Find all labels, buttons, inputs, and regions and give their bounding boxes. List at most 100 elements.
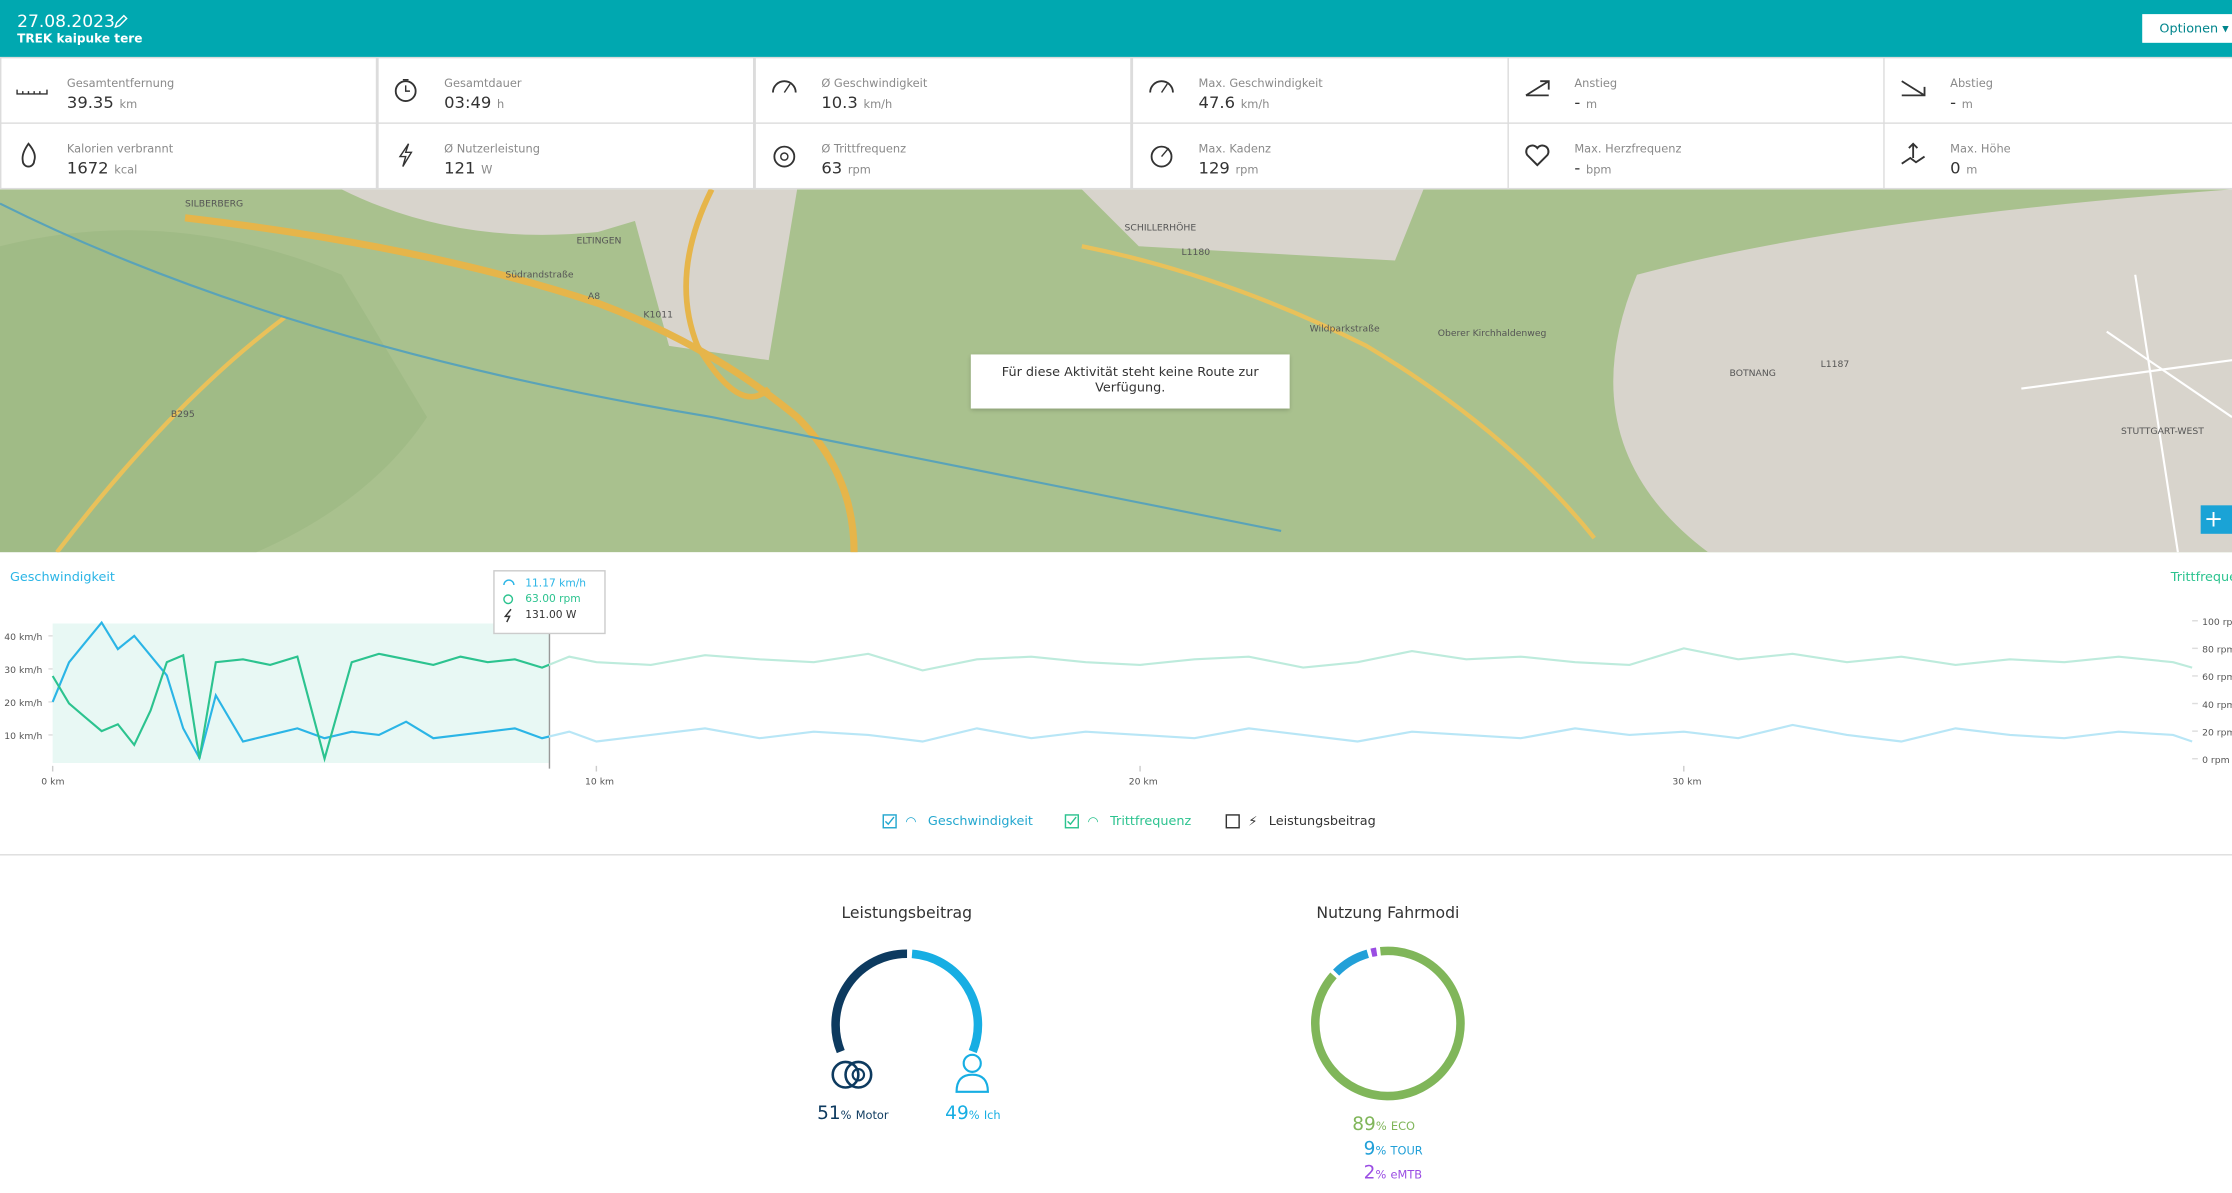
motor-icon (831, 1060, 873, 1089)
stat-value: 63 rpm (821, 158, 871, 178)
stat-number: 47.6 (1198, 92, 1236, 113)
separator (0, 854, 2232, 856)
segment-label: 49% Ich (945, 1103, 1000, 1124)
right-axis-title: Trittfrequenz (2170, 570, 2232, 585)
legend-icon: ◠ (1087, 814, 1099, 830)
activity-chart: Geschwindigkeit Trittfrequenz 10 km/h 20 … (4, 570, 2232, 788)
legend-item[interactable]: ◠ Trittfrequenz (1064, 814, 1192, 830)
stat-label: Ø Trittfrequenz (821, 142, 907, 156)
segment-value: 51 (817, 1103, 841, 1124)
map: SILBERBERG ELTINGEN SCHILLERHÖHE BOTNANG STU… (0, 189, 2232, 553)
legend-label: Geschwindigkeit (927, 814, 1033, 830)
mode-value: 89 (1352, 1114, 1376, 1135)
legend-checkbox[interactable] (1064, 814, 1079, 829)
map-label: Südrandstraße (505, 270, 574, 281)
stat-value: -m (1574, 93, 1597, 113)
map-label: Oberer Kirchhaldenweg (1438, 328, 1547, 339)
stat-tile: Gesamtentfernung 39.35 km (1, 58, 376, 123)
stat-number: 121 (444, 158, 476, 178)
legend-icon: ⚡ (1248, 814, 1258, 830)
stat-icon (772, 80, 797, 93)
no-route-message: Für diese Aktivität steht keine Route zu… (970, 354, 1290, 409)
stat-unit: m (1585, 98, 1598, 112)
legend-checkbox[interactable] (1225, 814, 1240, 829)
stat-number: 63 (821, 158, 843, 178)
stat-label: Max. Herzfrequenz (1574, 142, 1682, 156)
segment-unit: % (969, 1108, 980, 1122)
options-label[interactable]: Optionen (2159, 22, 2219, 38)
legend-label: Trittfrequenz (1110, 814, 1192, 830)
header: 27.08.2023 TREK kaipuke tere Optionen ▾ (0, 0, 2232, 57)
stat-tile: Ø Geschwindigkeit 10.3 km/h (755, 58, 1131, 123)
stats-grid: Gesamtentfernung 39.35 km Gesamtdauer 03:49 h… (0, 56, 2232, 190)
stat-tile: Max. Herzfrequenz - bpm (1508, 123, 1884, 188)
stat-label: Kalorien verbrannt (66, 142, 174, 156)
options-button[interactable]: Optionen ▾ (2142, 14, 2232, 43)
stat-unit: kcal (114, 163, 138, 177)
stat-tile: Anstieg - m (1508, 58, 1884, 123)
stat-number: 129 (1198, 158, 1230, 178)
stat-tile: Max. Kadenz 129 rpm (1133, 123, 1508, 188)
mode-name: ECO (1391, 1119, 1415, 1133)
rider-icon (955, 1053, 989, 1093)
chart-title: Leistungsbeitrag (841, 903, 972, 922)
series-line (51, 647, 2193, 763)
y-tick-label: 40 km/h (4, 632, 42, 643)
stat-number: 03:49 (444, 92, 492, 113)
stat-value: 39.35 km (67, 93, 137, 113)
stat-label: Max. Höhe (1950, 142, 2011, 156)
bike-name: TREK kaipuke tere (17, 32, 143, 47)
stat-unit: m (1961, 98, 1973, 112)
edit-icon[interactable] (114, 14, 128, 29)
stat-icon (1901, 80, 1926, 97)
mode-unit: % (1376, 1119, 1387, 1133)
stat-unit: rpm (1235, 163, 1259, 177)
stat-value: 10.3 km/h (821, 93, 892, 113)
stat-icon (21, 142, 36, 168)
stat-icon (16, 89, 48, 95)
svg-text:+: + (2204, 507, 2223, 533)
y-tick-label: 30 km/h (4, 665, 42, 676)
stat-tile: Abstieg - m (1884, 58, 2232, 123)
stat-tile: Max. Geschwindigkeit 47.6 km/h (1133, 58, 1508, 123)
stat-number: 0 (1950, 158, 1961, 178)
y-tick-label: 20 km/h (4, 698, 42, 709)
stat-number: 10.3 (821, 92, 858, 113)
stat-icon (1525, 144, 1550, 167)
stat-unit: W (481, 163, 493, 177)
stat-value: 47.6 km/h (1199, 93, 1270, 113)
map-label: ELTINGEN (577, 235, 622, 246)
mode-label: 89% ECO (1352, 1114, 1415, 1135)
stat-label: Ø Nutzerleistung (444, 142, 540, 156)
segment-unit: % (841, 1108, 852, 1122)
x-tick-label: 20 km (1129, 776, 1158, 787)
stat-icon (1525, 80, 1550, 97)
stat-icon (773, 145, 796, 168)
stat-unit: km/h (863, 98, 893, 112)
map-label: L1180 (1181, 247, 1210, 258)
map-label: A8 (588, 291, 600, 302)
y-tick-label: 10 km/h (4, 731, 42, 742)
stat-value: 03:49 h (444, 93, 504, 113)
stat-label: Max. Kadenz (1198, 142, 1272, 156)
stat-unit: m (1966, 163, 1978, 177)
chart-legend: ◠ Geschwindigkeit ◠ Trittfrequenz ⚡ Leistungs… (0, 811, 2232, 837)
mode-label: 9% TOUR (1364, 1138, 1423, 1159)
ring-segment (1333, 949, 1370, 976)
activity-date: 27.08.2023 (17, 11, 115, 32)
gauge-segment (911, 949, 983, 1054)
stat-unit: km (119, 98, 138, 112)
map-label: L1187 (1821, 359, 1850, 370)
stat-tile: Kalorien verbrannt 1672 kcal (1, 123, 376, 188)
stat-tile: Ø Nutzerleistung 121 W (378, 123, 754, 188)
y2-tick-label: 60 rpm (2202, 672, 2232, 683)
legend-checkbox[interactable] (882, 814, 897, 829)
x-tick-label: 0 km (41, 776, 64, 787)
segment-value: 49 (945, 1103, 969, 1124)
map-label: SILBERBERG (185, 198, 243, 209)
legend-item[interactable]: ⚡ Leistungsbeitrag (1225, 814, 1376, 830)
stat-unit: km/h (1240, 98, 1270, 112)
stat-label: Gesamtdauer (444, 76, 522, 90)
legend-item[interactable]: ◠ Geschwindigkeit (882, 814, 1033, 830)
stat-number: 39.35 (66, 92, 114, 113)
